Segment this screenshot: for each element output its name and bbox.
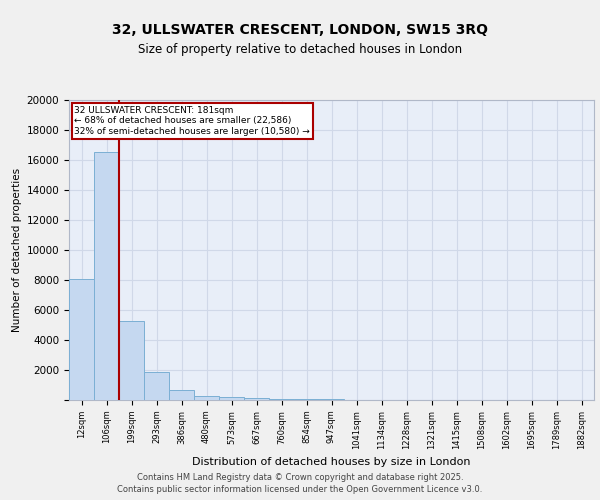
Text: Contains public sector information licensed under the Open Government Licence v3: Contains public sector information licen…	[118, 485, 482, 494]
Bar	[294, 399, 319, 400]
Bar	[244, 398, 269, 400]
Bar	[144, 372, 169, 400]
Y-axis label: Number of detached properties: Number of detached properties	[13, 168, 22, 332]
Text: 32 ULLSWATER CRESCENT: 181sqm
← 68% of detached houses are smaller (22,586)
32% : 32 ULLSWATER CRESCENT: 181sqm ← 68% of d…	[74, 106, 310, 136]
Bar	[269, 399, 294, 400]
Bar	[94, 152, 119, 400]
Bar	[119, 320, 144, 400]
Bar	[69, 278, 94, 400]
Bar	[169, 390, 194, 400]
Text: 32, ULLSWATER CRESCENT, LONDON, SW15 3RQ: 32, ULLSWATER CRESCENT, LONDON, SW15 3RQ	[112, 22, 488, 36]
Bar	[219, 397, 244, 400]
X-axis label: Distribution of detached houses by size in London: Distribution of detached houses by size …	[192, 457, 471, 467]
Text: Size of property relative to detached houses in London: Size of property relative to detached ho…	[138, 42, 462, 56]
Text: Contains HM Land Registry data © Crown copyright and database right 2025.: Contains HM Land Registry data © Crown c…	[137, 472, 463, 482]
Bar	[194, 396, 219, 400]
